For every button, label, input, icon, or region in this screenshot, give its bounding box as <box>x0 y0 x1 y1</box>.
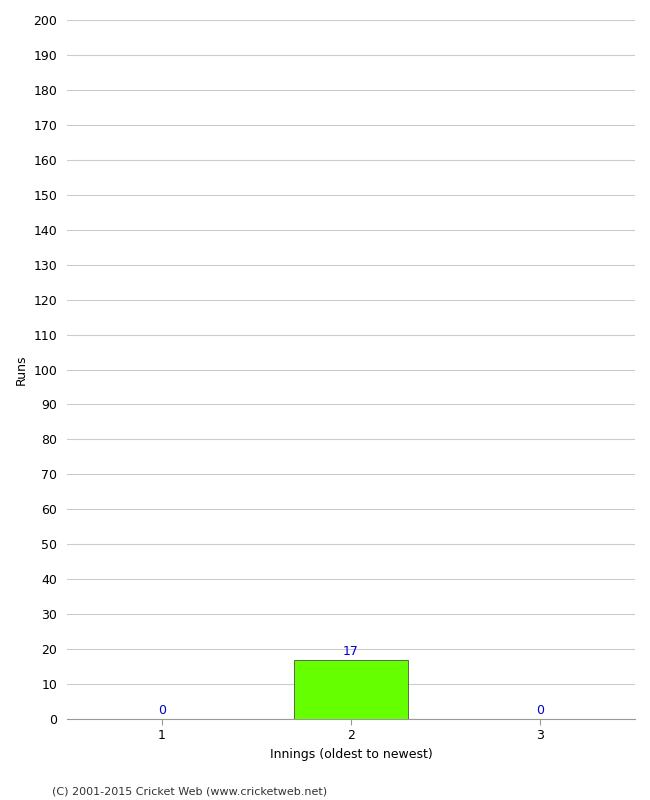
Text: (C) 2001-2015 Cricket Web (www.cricketweb.net): (C) 2001-2015 Cricket Web (www.cricketwe… <box>52 786 327 796</box>
Text: 17: 17 <box>343 645 359 658</box>
Text: 0: 0 <box>158 704 166 718</box>
Text: 0: 0 <box>536 704 544 718</box>
X-axis label: Innings (oldest to newest): Innings (oldest to newest) <box>270 748 432 761</box>
Y-axis label: Runs: Runs <box>15 354 28 385</box>
Bar <box>294 660 408 719</box>
